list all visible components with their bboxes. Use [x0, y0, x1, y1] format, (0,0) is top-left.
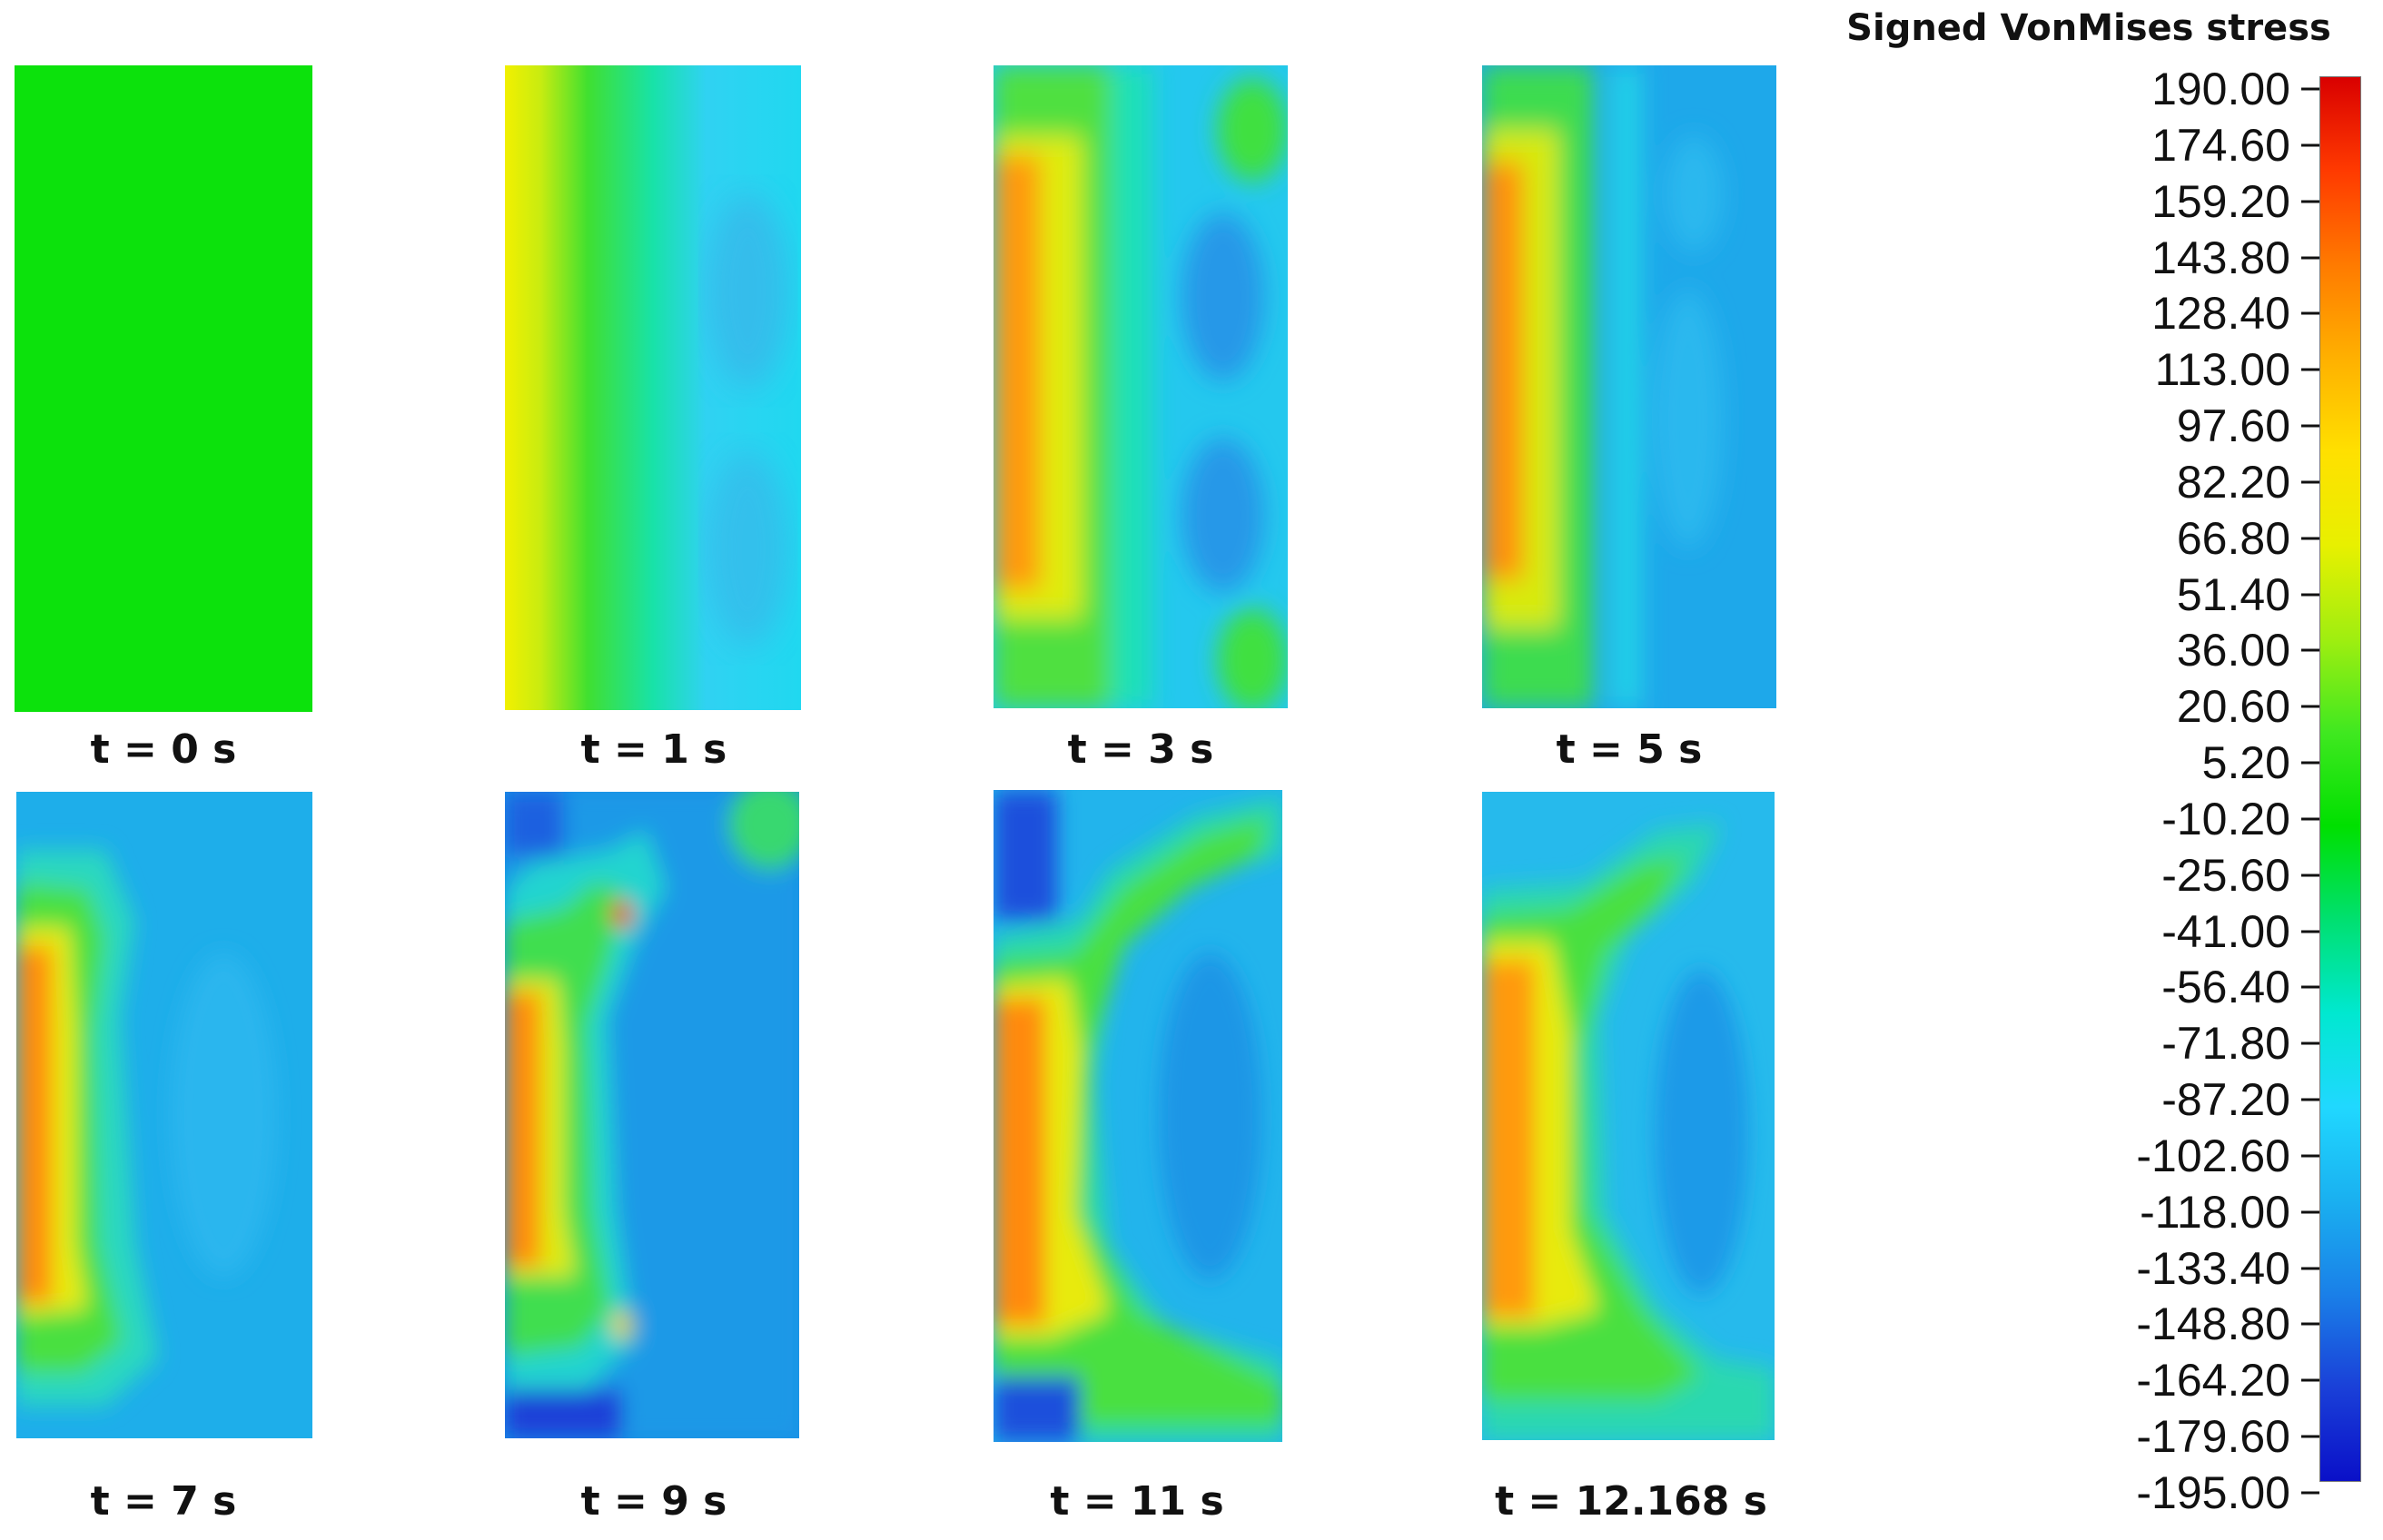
tick-label: -148.80 — [2136, 1298, 2290, 1350]
tick-label: 128.40 — [2151, 288, 2290, 340]
tick-mark — [2301, 1491, 2319, 1495]
tick-label: 66.80 — [2176, 512, 2290, 564]
tick-mark — [2301, 593, 2319, 597]
tick-label: -164.20 — [2136, 1355, 2290, 1407]
tick-mark — [2301, 537, 2319, 540]
tick-mark — [2301, 1378, 2319, 1382]
tick-label: 143.80 — [2151, 232, 2290, 283]
tick-mark — [2301, 480, 2319, 484]
stress-field-t9 — [505, 792, 799, 1438]
tick-mark — [2301, 1210, 2319, 1214]
tick-mark — [2301, 87, 2319, 91]
tick-mark — [2301, 1098, 2319, 1101]
tick-mark — [2301, 985, 2319, 989]
caption-t3: t = 3 s — [1067, 726, 1214, 773]
stress-field-t0 — [15, 65, 312, 712]
stress-field-t3 — [994, 65, 1288, 708]
caption-t1: t = 1 s — [580, 726, 727, 773]
caption-t0: t = 0 s — [90, 726, 237, 773]
tick-mark — [2301, 1435, 2319, 1438]
tick-mark — [2301, 761, 2319, 765]
stress-field-t7 — [16, 792, 312, 1438]
tick-mark — [2301, 930, 2319, 933]
tick-label: -195.00 — [2136, 1467, 2290, 1518]
tick-label: -56.40 — [2161, 962, 2290, 1013]
tick-mark — [2301, 256, 2319, 260]
tick-label: 174.60 — [2151, 119, 2290, 171]
tick-label: -41.00 — [2161, 905, 2290, 957]
tick-label: 97.60 — [2176, 400, 2290, 452]
tick-mark — [2301, 1322, 2319, 1326]
tick-label: 51.40 — [2176, 568, 2290, 620]
tick-label: 36.00 — [2176, 625, 2290, 676]
tick-mark — [2301, 817, 2319, 821]
tick-label: 159.20 — [2151, 175, 2290, 227]
stress-field-t12168 — [1482, 792, 1775, 1440]
caption-t7: t = 7 s — [90, 1478, 237, 1525]
tick-mark — [2301, 648, 2319, 652]
caption-t9: t = 9 s — [580, 1478, 727, 1525]
stress-field-t1 — [505, 65, 801, 710]
colorbar — [2319, 76, 2361, 1482]
tick-label: -179.60 — [2136, 1411, 2290, 1463]
tick-mark — [2301, 1154, 2319, 1158]
stress-field-t5 — [1482, 65, 1776, 708]
tick-label: -71.80 — [2161, 1018, 2290, 1070]
tick-mark — [2301, 424, 2319, 428]
caption-t12168: t = 12.168 s — [1495, 1478, 1767, 1525]
tick-mark — [2301, 874, 2319, 877]
tick-mark — [2301, 143, 2319, 147]
tick-label: -102.60 — [2136, 1130, 2290, 1181]
tick-label: 82.20 — [2176, 456, 2290, 508]
tick-label: -10.20 — [2161, 793, 2290, 844]
tick-mark — [2301, 368, 2319, 371]
tick-mark — [2301, 705, 2319, 708]
tick-label: 190.00 — [2151, 64, 2290, 114]
tick-label: 113.00 — [2154, 344, 2290, 396]
caption-t11: t = 11 s — [1050, 1478, 1224, 1525]
tick-label: 20.60 — [2176, 681, 2290, 733]
tick-label: -25.60 — [2161, 849, 2290, 901]
tick-label: 5.20 — [2201, 737, 2290, 789]
tick-label: -87.20 — [2161, 1074, 2290, 1126]
tick-mark — [2301, 311, 2319, 315]
tick-mark — [2301, 1041, 2319, 1045]
tick-mark — [2301, 1267, 2319, 1270]
legend-title: Signed VonMises stress — [1846, 7, 2331, 49]
stress-field-t11 — [994, 790, 1282, 1442]
caption-t5: t = 5 s — [1556, 726, 1703, 773]
tick-label: -118.00 — [2140, 1186, 2290, 1238]
tick-label: -133.40 — [2136, 1242, 2290, 1294]
tick-mark — [2301, 200, 2319, 203]
